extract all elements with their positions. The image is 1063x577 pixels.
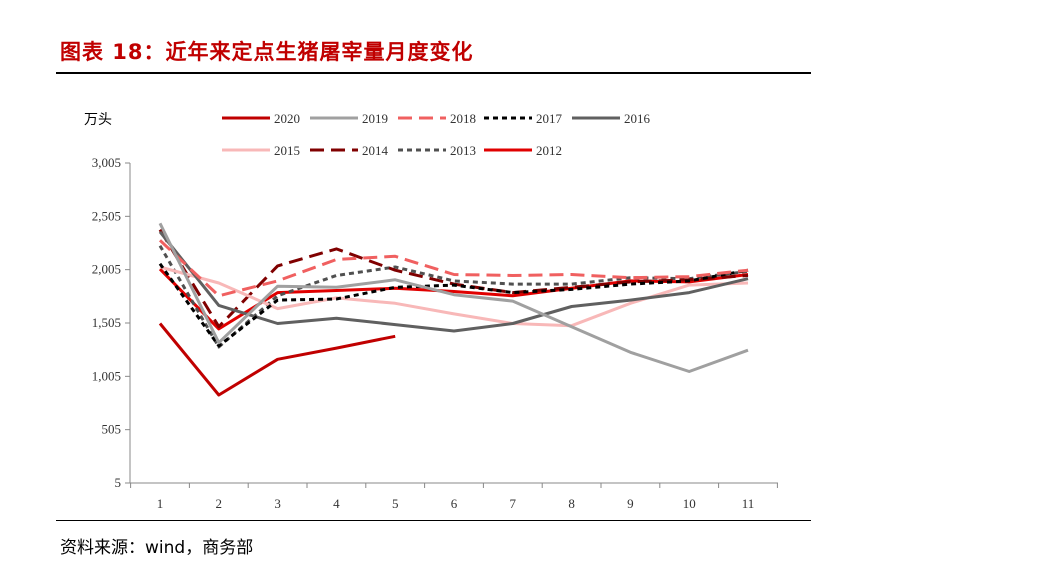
x-tick-label: 5 (392, 496, 399, 511)
legend-item-2014: 2014 (310, 143, 389, 158)
legend-label: 2014 (362, 143, 389, 158)
x-tick-label: 3 (274, 496, 281, 511)
series-line-2018 (158, 239, 749, 298)
legend-item-2016: 2016 (572, 111, 651, 126)
legend-label: 2015 (274, 143, 300, 158)
chart-title: 图表 18：近年来定点生猪屠宰量月度变化 (60, 40, 474, 64)
series-line-2019 (158, 222, 749, 373)
x-tick-label: 11 (742, 496, 755, 511)
y-tick-label: 2,005 (92, 262, 121, 277)
x-tick-label: 1 (157, 496, 164, 511)
y-tick-label: 3,005 (92, 155, 121, 170)
series-line-2017 (158, 262, 749, 348)
y-unit-label: 万头 (84, 112, 112, 128)
title-rule (56, 72, 811, 74)
legend-label: 2018 (450, 111, 476, 126)
x-tick-label: 4 (333, 496, 340, 511)
x-tick-label: 10 (683, 496, 696, 511)
legend-item-2015: 2015 (222, 143, 300, 158)
x-tick-label: 8 (568, 496, 575, 511)
x-tick-label: 9 (627, 496, 634, 511)
legend-label: 2020 (274, 111, 300, 126)
x-tick-label: 7 (510, 496, 517, 511)
x-tick-label: 6 (451, 496, 458, 511)
series-lines (158, 222, 749, 397)
axes: 5 505 1,005 1,505 2,005 2,505 3,005 1 2 3 4 5 6 7 8 9 10… (92, 155, 778, 511)
legend-item-2020: 2020 (222, 111, 300, 126)
source-note: 资料来源：wind，商务部 (60, 538, 254, 558)
y-tick-label: 1,505 (92, 315, 121, 330)
legend-label: 2013 (450, 143, 476, 158)
x-tick-label: 2 (216, 496, 223, 511)
y-tick-label: 2,505 (92, 208, 121, 223)
legend-item-2019: 2019 (310, 111, 388, 126)
legend-label: 2019 (362, 111, 388, 126)
y-tick-label: 1,005 (92, 368, 121, 383)
source-rule (56, 520, 811, 521)
legend-label: 2012 (536, 143, 562, 158)
legend-label: 2016 (624, 111, 651, 126)
legend-item-2017: 2017 (484, 111, 563, 126)
legend-item-2018: 2018 (398, 111, 476, 126)
legend: 2020 2019 2018 2017 2016 2015 2014 2013 2012 (222, 111, 651, 158)
y-tick-label: 505 (102, 422, 122, 437)
y-tick-label: 5 (115, 475, 122, 490)
series-line-2020 (158, 322, 396, 397)
series-line-2016 (158, 230, 749, 333)
legend-item-2013: 2013 (398, 143, 476, 158)
legend-label: 2017 (536, 111, 563, 126)
legend-item-2012: 2012 (484, 143, 562, 158)
